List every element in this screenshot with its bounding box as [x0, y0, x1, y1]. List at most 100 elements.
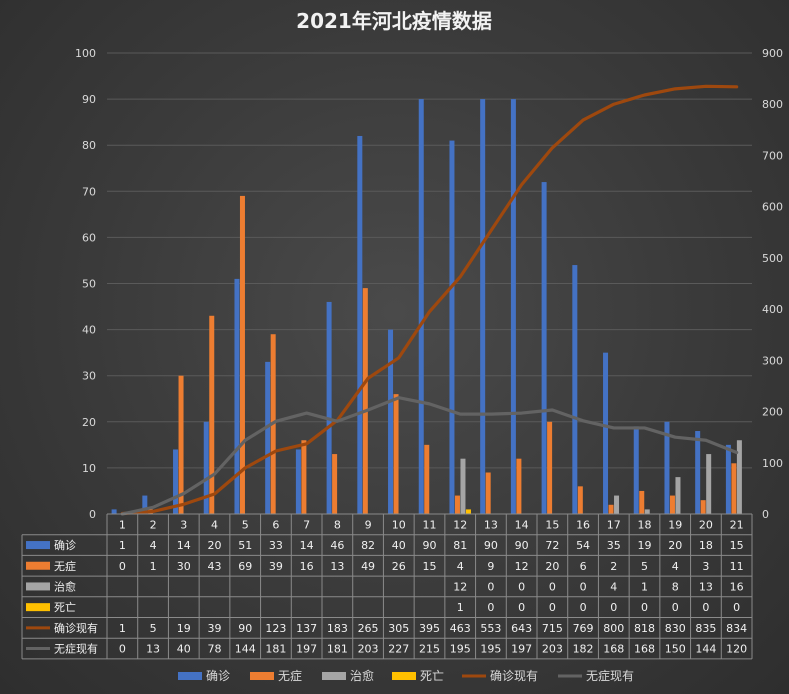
left-tick-label: 80 [82, 139, 96, 152]
table-key-确诊 [26, 541, 50, 550]
table-cell: 265 [358, 622, 379, 635]
table-cell: 800 [603, 622, 624, 635]
bar-确诊 [480, 99, 486, 514]
table-category-label: 13 [484, 518, 498, 531]
table-cell: 215 [419, 643, 440, 656]
table-category-label: 7 [303, 518, 310, 531]
table-cell: 0 [549, 601, 556, 614]
table-cell: 0 [487, 601, 494, 614]
table-cell: 0 [672, 601, 679, 614]
bar-无症 [178, 375, 184, 514]
table-cell: 72 [545, 539, 559, 552]
table-cell: 4 [610, 580, 617, 593]
table-cell: 90 [423, 539, 437, 552]
table-cell: 90 [515, 539, 529, 552]
bar-确诊 [142, 495, 148, 514]
bar-确诊 [541, 182, 547, 514]
left-tick-label: 70 [82, 185, 96, 198]
table-category-label: 20 [699, 518, 713, 531]
table-cell: 13 [699, 580, 713, 593]
table-row-label: 无症现有 [54, 642, 98, 656]
table-cell: 395 [419, 622, 440, 635]
table-row-label: 死亡 [54, 600, 76, 614]
table-cell: 49 [361, 560, 375, 573]
table-cell: 30 [177, 560, 191, 573]
table-cell: 33 [269, 539, 283, 552]
legend: 确诊 无症 治愈 死亡 确诊现有 无症现有 [178, 668, 634, 683]
table-cell: 144 [695, 643, 716, 656]
table-cell: 5 [641, 560, 648, 573]
table-cell: 3 [702, 560, 709, 573]
table-cell: 20 [545, 560, 559, 573]
table-cell: 82 [361, 539, 375, 552]
table-cell: 1 [119, 622, 126, 635]
table-category-label: 18 [638, 518, 652, 531]
bar-无症 [577, 486, 583, 514]
table-cell: 197 [511, 643, 532, 656]
table-cell: 0 [641, 601, 648, 614]
left-tick-label: 20 [82, 416, 96, 429]
table-cell: 13 [146, 643, 160, 656]
bar-确诊 [725, 444, 731, 514]
bar-无症 [485, 472, 491, 514]
table-cell: 0 [518, 601, 525, 614]
right-tick-label: 900 [762, 47, 783, 60]
table-cell: 463 [450, 622, 471, 635]
legend-label: 治愈 [350, 668, 374, 683]
bar-治愈 [675, 477, 681, 514]
table-category-label: 11 [423, 518, 437, 531]
legend-key-确诊 [178, 672, 202, 680]
table-cell: 0 [733, 601, 740, 614]
table-cell: 1 [119, 539, 126, 552]
table-cell: 195 [450, 643, 471, 656]
table-cell: 1 [457, 601, 464, 614]
table-cell: 150 [665, 643, 686, 656]
table-cell: 69 [238, 560, 252, 573]
bar-无症 [393, 394, 399, 514]
legend-label: 无症 [278, 668, 302, 683]
table-cell: 26 [392, 560, 406, 573]
table-cell: 20 [668, 539, 682, 552]
right-tick-label: 300 [762, 354, 783, 367]
left-tick-label: 40 [82, 324, 96, 337]
table-cell: 16 [300, 560, 314, 573]
table-cell: 203 [542, 643, 563, 656]
line-确诊现有 [120, 84, 739, 516]
legend-key-无症 [250, 672, 274, 680]
table-row-label: 确诊现有 [54, 621, 98, 635]
bar-确诊 [603, 352, 609, 514]
table-category-label: 17 [607, 518, 621, 531]
table-category-label: 8 [334, 518, 341, 531]
table-cell: 46 [330, 539, 344, 552]
bar-确诊 [449, 140, 455, 514]
table-cell: 4 [150, 539, 157, 552]
bar-无症 [454, 495, 460, 514]
bar-确诊 [695, 431, 701, 514]
left-tick-label: 60 [82, 231, 96, 244]
bar-确诊 [265, 361, 271, 514]
table-cell: 168 [603, 643, 624, 656]
table-category-label: 3 [180, 518, 187, 531]
table-cell: 2 [610, 560, 617, 573]
table-cell: 305 [388, 622, 409, 635]
table-category-label: 5 [242, 518, 249, 531]
table-cell: 54 [576, 539, 590, 552]
right-tick-label: 100 [762, 457, 783, 470]
table-cell: 137 [296, 622, 317, 635]
table-cell: 12 [453, 580, 467, 593]
right-tick-label: 200 [762, 406, 783, 419]
bar-无症 [362, 288, 368, 514]
right-tick-label: 800 [762, 98, 783, 111]
table-cell: 81 [453, 539, 467, 552]
table-cell: 0 [119, 560, 126, 573]
table-cell: 43 [208, 560, 222, 573]
table-key-死亡 [26, 603, 50, 612]
table-cell: 16 [730, 580, 744, 593]
bar-确诊 [203, 421, 209, 514]
bar-无症 [608, 504, 614, 514]
table-cell: 12 [515, 560, 529, 573]
left-axis-ticks: 0 10 20 30 40 50 60 70 80 90 100 [75, 47, 96, 521]
table-cell: 20 [208, 539, 222, 552]
